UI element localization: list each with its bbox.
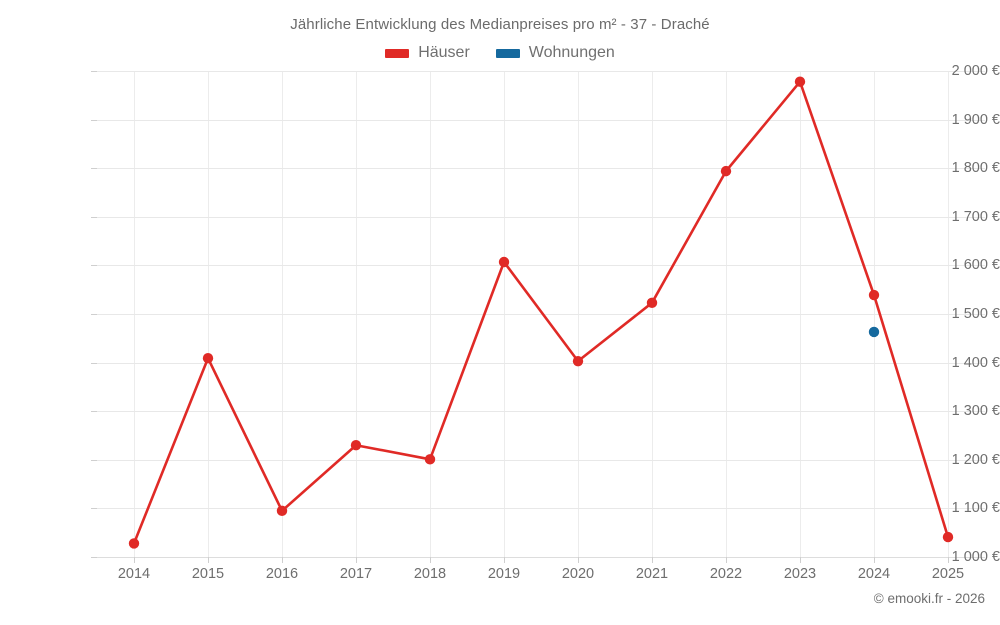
x-axis-tick-label: 2023 bbox=[783, 566, 817, 582]
x-axis-line bbox=[97, 557, 985, 558]
gridline-horizontal bbox=[97, 508, 985, 510]
y-axis-tick-label: 1 800 € bbox=[951, 160, 1000, 177]
y-axis-tick-label: 1 200 € bbox=[951, 451, 1000, 468]
x-axis-tick-mark bbox=[800, 557, 801, 563]
y-axis-tick-label: 1 900 € bbox=[951, 111, 1000, 128]
y-axis-tick-mark bbox=[91, 557, 97, 558]
gridline-horizontal bbox=[97, 71, 985, 72]
x-axis-tick-label: 2014 bbox=[117, 566, 151, 582]
x-axis-tick-mark bbox=[948, 557, 949, 563]
x-axis-tick-mark bbox=[134, 557, 135, 563]
gridline-horizontal bbox=[97, 459, 985, 461]
y-axis-tick-mark bbox=[91, 411, 97, 413]
y-axis-tick-mark bbox=[91, 314, 97, 315]
x-axis-tick-label: 2020 bbox=[561, 566, 595, 582]
gridline-horizontal bbox=[97, 119, 985, 121]
legend-label: Häuser bbox=[418, 44, 470, 61]
y-axis-tick-mark bbox=[91, 508, 97, 510]
credit-text: © emooki.fr - 2026 bbox=[873, 591, 985, 606]
y-axis-tick-mark bbox=[91, 459, 97, 461]
x-axis-tick-label: 2016 bbox=[265, 566, 299, 582]
y-axis-tick-label: 1 500 € bbox=[951, 306, 1000, 322]
y-axis-tick-label: 1 600 € bbox=[951, 257, 1000, 274]
y-axis-tick-label: 1 300 € bbox=[951, 403, 1000, 420]
gridline-horizontal bbox=[97, 411, 985, 413]
x-axis-tick-mark bbox=[726, 557, 727, 563]
y-axis-tick-label: 2 000 € bbox=[951, 63, 1000, 79]
y-axis-tick-mark bbox=[91, 265, 97, 267]
x-axis-tick-label: 2024 bbox=[857, 566, 891, 582]
y-axis-tick-mark bbox=[91, 168, 97, 170]
y-axis-tick-label: 1 100 € bbox=[951, 500, 1000, 517]
y-axis-tick-mark bbox=[91, 71, 97, 72]
legend-item-1[interactable]: Häuser bbox=[385, 44, 470, 62]
x-axis-tick-mark bbox=[874, 557, 875, 563]
series-line-1 bbox=[132, 80, 950, 545]
x-axis-tick-mark bbox=[578, 557, 579, 563]
gridline-horizontal bbox=[97, 265, 985, 267]
legend-item-2[interactable]: Wohnungen bbox=[495, 44, 615, 62]
x-axis-tick-mark bbox=[430, 557, 431, 563]
gridline-horizontal bbox=[97, 362, 985, 364]
x-axis-tick-mark bbox=[356, 557, 357, 563]
x-axis-tick-label: 2019 bbox=[487, 566, 521, 582]
x-axis-tick-label: 2022 bbox=[709, 566, 743, 582]
x-axis-tick-label: 2015 bbox=[191, 566, 225, 582]
x-axis-tick-mark bbox=[282, 557, 283, 563]
x-axis-tick-mark bbox=[652, 557, 653, 563]
y-axis-tick-label: 1 400 € bbox=[951, 354, 1000, 371]
gridline-horizontal bbox=[97, 314, 985, 315]
x-axis-tick-label: 2017 bbox=[339, 566, 373, 582]
x-axis-tick-label: 2025 bbox=[931, 566, 965, 582]
legend-swatch-icon bbox=[495, 48, 520, 58]
chart-title: Jährliche Entwicklung des Medianpreises … bbox=[290, 16, 710, 33]
x-axis-tick-label: 2021 bbox=[635, 566, 669, 582]
x-axis-tick-mark bbox=[504, 557, 505, 563]
y-axis-tick-mark bbox=[91, 216, 97, 218]
chart-legend: Häuser Wohnungen bbox=[0, 44, 1000, 62]
legend-label: Wohnungen bbox=[528, 44, 615, 61]
legend-swatch-icon bbox=[385, 48, 410, 58]
x-axis-tick-label: 2018 bbox=[413, 566, 447, 582]
y-axis-tick-label: 1 000 € bbox=[951, 549, 1000, 565]
plot-area bbox=[97, 71, 985, 558]
gridline-horizontal bbox=[97, 168, 985, 170]
y-axis-tick-mark bbox=[91, 119, 97, 121]
y-axis-tick-label: 1 700 € bbox=[951, 208, 1000, 225]
x-axis-tick-mark bbox=[208, 557, 209, 563]
gridline-horizontal bbox=[97, 216, 985, 218]
y-axis-tick-mark bbox=[91, 362, 97, 364]
